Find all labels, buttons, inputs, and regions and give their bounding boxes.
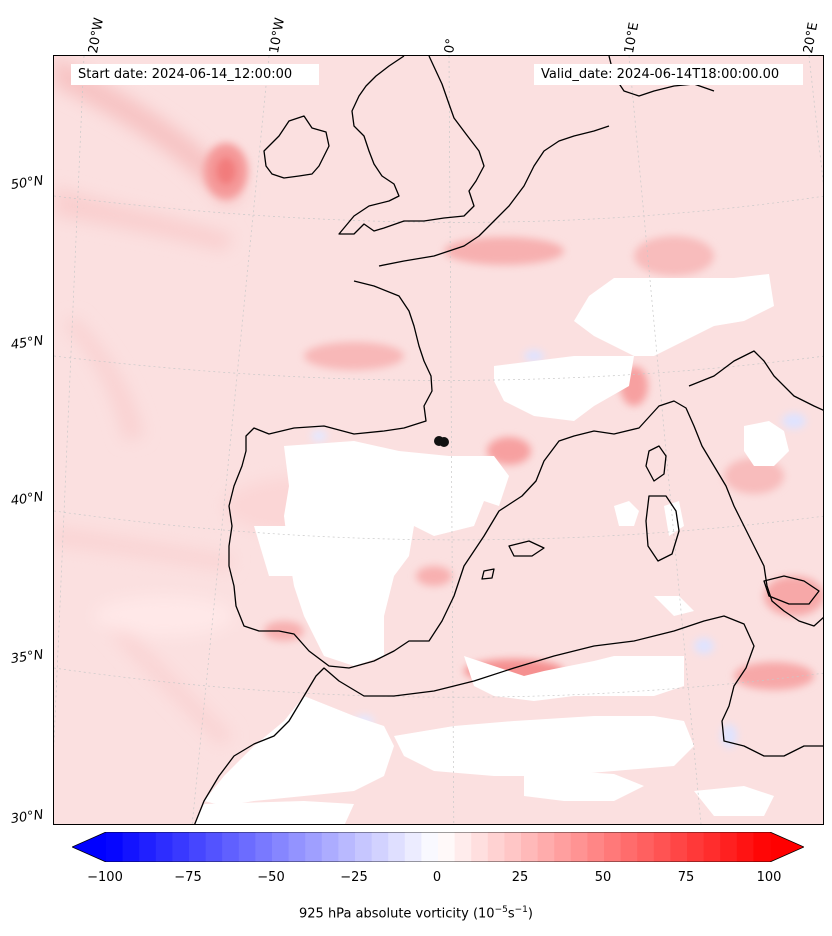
coast-sardinia (645, 495, 680, 562)
meridian-0 (448, 56, 455, 824)
lat-label-40n: 40°N (9, 489, 45, 509)
colorbar-cell (321, 832, 339, 862)
colorbar-cell (388, 832, 406, 862)
lon-label-20w: 20°W (86, 16, 108, 55)
lat-label-45n: 45°N (9, 333, 45, 353)
colorbar-cell (122, 832, 140, 862)
colorbar-cell (471, 832, 489, 862)
colorbar-cell (736, 832, 754, 862)
meridian-20w (54, 56, 85, 750)
valid-date-label: Valid_date: 2024-06-14T18:00:00.00 (534, 64, 803, 85)
coast-great-britain (338, 56, 485, 235)
coast-mallorca (508, 540, 545, 557)
cbar-tick-100: 100 (756, 870, 782, 885)
cbar-tick-neg75: −75 (174, 870, 202, 885)
colorbar-cells (72, 832, 804, 862)
colorbar-cell (454, 832, 472, 862)
colorbar-cell (753, 832, 771, 862)
colorbar-cell (703, 832, 721, 862)
colorbar-cell (355, 832, 373, 862)
cbar-tick-50: 50 (594, 870, 612, 885)
colorbar-cell (238, 832, 256, 862)
coast-sicily (763, 575, 820, 605)
colorbar-extend-min (72, 832, 106, 862)
coast-western-europe (228, 280, 823, 669)
lat-label-30n: 30°N (9, 807, 45, 827)
colorbar-cell (720, 832, 738, 862)
lon-label-10w: 10°W (267, 16, 289, 55)
start-date-label: Start date: 2024-06-14_12:00:00 (71, 64, 319, 85)
coast-channel-northsea (378, 125, 610, 267)
colorbar-cell (670, 832, 688, 862)
colorbar-cell (172, 832, 190, 862)
coast-corsica (645, 445, 667, 482)
colorbar-cell (620, 832, 638, 862)
colorbar-cell (604, 832, 622, 862)
cbar-tick-25: 25 (511, 870, 529, 885)
lon-label-20e: 20°E (801, 21, 822, 55)
cbar-tick-0: 0 (432, 870, 442, 885)
colorbar-cell (653, 832, 671, 862)
coast-ireland (263, 115, 330, 179)
coast-north-africa (194, 615, 823, 824)
colorbar-cell (637, 832, 655, 862)
meridian-10w (191, 56, 270, 824)
lon-label-10e: 10°E (622, 21, 643, 55)
colorbar-cell (205, 832, 223, 862)
lat-label-50n: 50°N (9, 173, 45, 193)
cbar-tick-neg100: −100 (87, 870, 123, 885)
coast-adriatic (688, 350, 823, 411)
coast-ibiza (481, 568, 495, 580)
colorbar (72, 832, 804, 862)
colorbar-cell (255, 832, 273, 862)
colorbar-cell (570, 832, 588, 862)
negative-vorticity-spots (311, 350, 806, 748)
colorbar-label-exp1: −5 (494, 905, 508, 915)
colorbar-cell (504, 832, 522, 862)
colorbar-cell (189, 832, 207, 862)
cbar-tick-neg50: −50 (257, 870, 285, 885)
colorbar-cell (305, 832, 323, 862)
vorticity-map[interactable] (53, 55, 824, 825)
colorbar-cell (554, 832, 572, 862)
coastlines (194, 56, 823, 824)
colorbar-cell (338, 832, 356, 862)
colorbar-cell (521, 832, 539, 862)
lon-label-0: 0° (442, 37, 460, 55)
white-areas (194, 274, 789, 824)
colorbar-cell (272, 832, 290, 862)
colorbar-cell (222, 832, 240, 862)
colorbar-cell (537, 832, 555, 862)
colorbar-cell (106, 832, 124, 862)
parallel-30n (54, 823, 57, 824)
colorbar-label-prefix: 925 hPa absolute vorticity (10 (299, 906, 495, 922)
colorbar-label: 925 hPa absolute vorticity (10−5s−1) (0, 905, 832, 921)
colorbar-cell (421, 832, 439, 862)
colorbar-cell (487, 832, 505, 862)
lat-label-35n: 35°N (9, 647, 45, 667)
colorbar-cell (288, 832, 306, 862)
colorbar-cell (438, 832, 456, 862)
colorbar-cell (404, 832, 422, 862)
colorbar-label-exp2: −1 (514, 905, 528, 915)
colorbar-cell (155, 832, 173, 862)
map-canvas (54, 56, 823, 824)
location-marker (434, 436, 449, 447)
colorbar-extend-max (770, 832, 804, 862)
colorbar-label-suffix: ) (527, 906, 533, 922)
colorbar-cell (687, 832, 705, 862)
cbar-tick-75: 75 (677, 870, 695, 885)
colorbar-cell (587, 832, 605, 862)
cbar-tick-neg25: −25 (340, 870, 368, 885)
colorbar-cell (139, 832, 157, 862)
colorbar-label-mid: s (507, 906, 515, 922)
colorbar-cell (371, 832, 389, 862)
